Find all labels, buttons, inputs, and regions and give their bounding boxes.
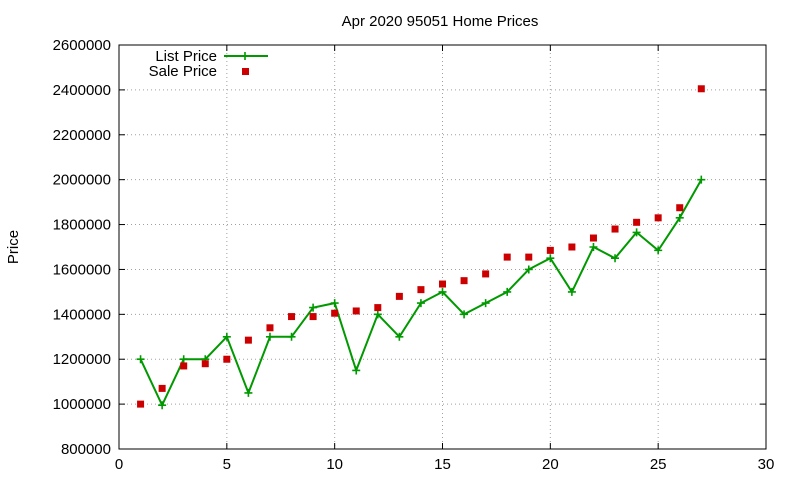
- sale-price-point: [180, 362, 188, 370]
- sale-price-point: [244, 336, 252, 344]
- sale-price-point: [676, 204, 684, 212]
- x-tick-label: 20: [542, 456, 559, 473]
- x-tick-label: 25: [650, 456, 667, 473]
- sale-price-point: [525, 253, 533, 261]
- sale-price-point: [374, 304, 382, 312]
- legend-marker-list-price: [241, 52, 249, 60]
- sale-price-point: [546, 246, 554, 254]
- list-price-point: [179, 355, 188, 364]
- y-tick-label: 2000000: [53, 172, 111, 189]
- list-price-point: [546, 254, 555, 263]
- sale-price-point: [395, 292, 403, 300]
- tick-labels: 0 5 10 15 20 25 30 800000 1000000 1200000 1400000 1…: [53, 37, 775, 473]
- sale-price-point: [697, 85, 705, 93]
- axis-ticks: [118, 44, 767, 450]
- y-tick-label: 2200000: [53, 127, 111, 144]
- list-price-point: [287, 332, 296, 341]
- y-tick-label: 800000: [61, 441, 111, 458]
- legend-label-sale-price: Sale Price: [149, 63, 217, 80]
- sale-price-point: [288, 313, 296, 321]
- list-price-point: [503, 287, 512, 296]
- list-price-point: [395, 332, 404, 341]
- y-tick-label: 1000000: [53, 396, 111, 413]
- sale-price-point: [503, 253, 511, 261]
- sale-price-point: [158, 384, 166, 392]
- x-tick-label: 10: [326, 456, 343, 473]
- list-price-point: [632, 228, 641, 237]
- sale-price-point: [417, 286, 425, 294]
- list-price-point: [589, 243, 598, 251]
- list-price-point: [567, 287, 576, 296]
- list-price-point: [158, 401, 167, 410]
- sale-price-point: [633, 218, 641, 226]
- list-price-point: [460, 310, 469, 319]
- list-price-point: [352, 366, 361, 375]
- list-price-point: [265, 332, 274, 341]
- y-tick-label: 1600000: [53, 261, 111, 278]
- sale-price-point: [460, 277, 468, 285]
- list-price-point: [222, 332, 231, 341]
- x-tick-label: 15: [434, 456, 451, 473]
- y-tick-label: 1200000: [53, 351, 111, 368]
- x-tick-label: 30: [758, 456, 775, 473]
- list-price-point: [481, 299, 490, 308]
- sale-price-point: [439, 280, 446, 288]
- list-price-point: [697, 175, 706, 184]
- list-price-point: [524, 265, 533, 274]
- sale-price-point: [331, 309, 339, 317]
- sale-price-point: [309, 313, 317, 321]
- sale-price-point: [352, 307, 360, 315]
- list-price-point: [675, 213, 684, 222]
- sale-price-point: [482, 270, 490, 278]
- list-price-point: [244, 388, 253, 397]
- sale-price-point: [223, 355, 231, 363]
- sale-price-point: [568, 243, 576, 251]
- y-tick-label: 2400000: [53, 82, 111, 99]
- y-tick-label: 1800000: [53, 217, 111, 234]
- gridlines: [119, 45, 766, 449]
- y-tick-label: 1400000: [53, 306, 111, 323]
- sale-price-point: [611, 225, 619, 233]
- sale-price-point: [654, 214, 662, 222]
- data-series: [136, 85, 706, 410]
- sale-price-point: [137, 400, 145, 408]
- list-price-point: [611, 254, 620, 263]
- sale-price-point: [201, 360, 209, 368]
- list-price-point: [416, 299, 425, 308]
- x-tick-label: 0: [115, 456, 123, 473]
- list-price-point: [438, 287, 447, 296]
- list-price-point: [373, 310, 382, 319]
- y-tick-label: 2600000: [53, 37, 111, 54]
- list-price-point: [654, 246, 663, 255]
- legend-marker-sale-price: [242, 68, 249, 75]
- sale-price-point: [589, 234, 597, 242]
- x-tick-label: 5: [223, 456, 231, 473]
- legend-label-list-price: List Price: [155, 48, 217, 65]
- y-axis-label: Price: [5, 230, 22, 264]
- list-price-point: [136, 355, 145, 364]
- legend: List Price Sale Price: [149, 48, 268, 80]
- list-price-point: [309, 303, 318, 312]
- sale-price-point: [266, 324, 274, 332]
- chart-title: Apr 2020 95051 Home Prices: [342, 13, 539, 30]
- list-price-point: [330, 299, 339, 308]
